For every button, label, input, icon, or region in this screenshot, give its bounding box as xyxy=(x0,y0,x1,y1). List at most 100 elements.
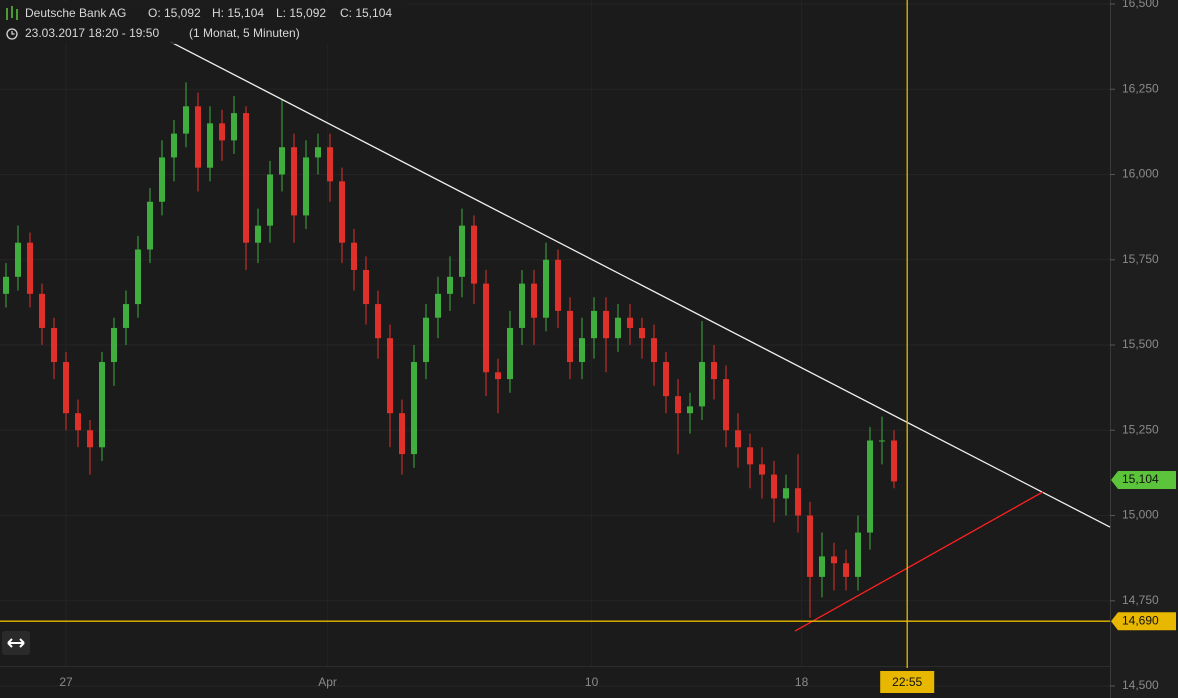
hline-label-bg xyxy=(1111,612,1176,631)
candle-body xyxy=(207,123,213,168)
candle-body xyxy=(279,147,285,175)
candle-body xyxy=(519,283,525,328)
candle-body xyxy=(795,488,801,516)
symbol-icon xyxy=(6,6,18,20)
crosshair-badge xyxy=(880,671,935,693)
candle-body xyxy=(771,474,777,499)
candle-body xyxy=(399,413,405,455)
candle-body xyxy=(75,413,81,431)
candle-body xyxy=(735,430,741,448)
candle-body xyxy=(99,362,105,448)
candle-body xyxy=(159,157,165,202)
candle-body xyxy=(387,338,393,414)
candle-body xyxy=(723,379,729,431)
candle-body xyxy=(423,317,429,363)
symbol: Deutsche Bank AG xyxy=(25,6,126,20)
clock-icon xyxy=(6,28,18,40)
candle-body xyxy=(39,293,45,328)
candle-body xyxy=(123,304,129,328)
candle-body xyxy=(447,276,453,294)
trend-line xyxy=(170,41,1111,528)
candle-body xyxy=(651,338,657,363)
candle-body xyxy=(579,338,585,363)
candle-body xyxy=(663,362,669,397)
period: (1 Monat, 5 Minuten) xyxy=(189,26,300,40)
candle-body xyxy=(507,327,513,380)
y-tick-label: 16,500 xyxy=(1122,0,1159,10)
plot xyxy=(3,41,1111,632)
candle-body xyxy=(483,283,489,373)
candle-body xyxy=(855,532,861,577)
hline-label: 14,690 xyxy=(1122,613,1159,627)
candle-body xyxy=(627,317,633,328)
zoom-icon[interactable] xyxy=(7,638,25,648)
candle-body xyxy=(819,556,825,577)
candle-body xyxy=(255,225,261,243)
candle-body xyxy=(147,201,153,250)
candle-body xyxy=(603,310,609,339)
candle-body xyxy=(843,563,849,577)
candle-body xyxy=(831,556,837,564)
close: C: 15,104 xyxy=(340,6,392,20)
candle-body xyxy=(759,464,765,475)
candle-body xyxy=(435,293,441,318)
candle-body xyxy=(747,447,753,465)
candle-body xyxy=(183,106,189,134)
x-tick-label: 10 xyxy=(585,675,599,689)
candle-body xyxy=(471,225,477,284)
candle-body xyxy=(783,488,789,499)
candle-body xyxy=(411,362,417,455)
candle-body xyxy=(375,304,381,339)
candle-body xyxy=(807,515,813,577)
candle-body xyxy=(327,147,333,182)
candle-body xyxy=(27,242,33,294)
candle-body xyxy=(363,269,369,305)
candle-body xyxy=(15,242,21,277)
candle-body xyxy=(879,440,885,442)
candle-body xyxy=(891,440,897,482)
candle-body xyxy=(615,317,621,339)
y-tick-label: 15,000 xyxy=(1122,508,1159,522)
x-tick-label: 27 xyxy=(59,675,73,689)
candle-body xyxy=(195,106,201,168)
candle-body xyxy=(231,113,237,141)
x-tick-label: Apr xyxy=(318,675,337,689)
candle-body xyxy=(711,362,717,380)
candle-body xyxy=(531,283,537,318)
candle-body xyxy=(315,147,321,158)
last-price-label: 15,104 xyxy=(1122,472,1159,486)
candle-body xyxy=(303,157,309,216)
candle-body xyxy=(639,327,645,339)
candle-body xyxy=(135,249,141,305)
candle-body xyxy=(495,372,501,380)
candle-body xyxy=(543,259,549,318)
y-tick-label: 15,250 xyxy=(1122,422,1159,436)
candle-body xyxy=(243,113,249,243)
candle-body xyxy=(291,147,297,216)
crosshair-label: 22:55 xyxy=(892,675,922,689)
y-tick-label: 16,250 xyxy=(1122,81,1159,95)
candle-body xyxy=(867,440,873,533)
y-tick-label: 14,500 xyxy=(1122,678,1159,692)
candle-body xyxy=(171,133,177,158)
candle-body xyxy=(267,174,273,226)
header-bg xyxy=(0,2,408,44)
candle-body xyxy=(687,406,693,414)
candle-body xyxy=(567,310,573,363)
x-tick-label: 18 xyxy=(795,675,809,689)
high: H: 15,104 xyxy=(212,6,264,20)
candle-body xyxy=(219,123,225,141)
clock-hands xyxy=(11,31,15,35)
y-tick-label: 16,000 xyxy=(1122,167,1159,181)
candle-body xyxy=(459,225,465,277)
axis-panel xyxy=(1110,0,1178,698)
candle-body xyxy=(351,242,357,270)
zoom-button[interactable] xyxy=(2,631,30,655)
y-tick-label: 15,750 xyxy=(1122,252,1159,266)
candle-body xyxy=(111,327,117,363)
candle-body xyxy=(699,362,705,407)
candle-body xyxy=(555,259,561,311)
